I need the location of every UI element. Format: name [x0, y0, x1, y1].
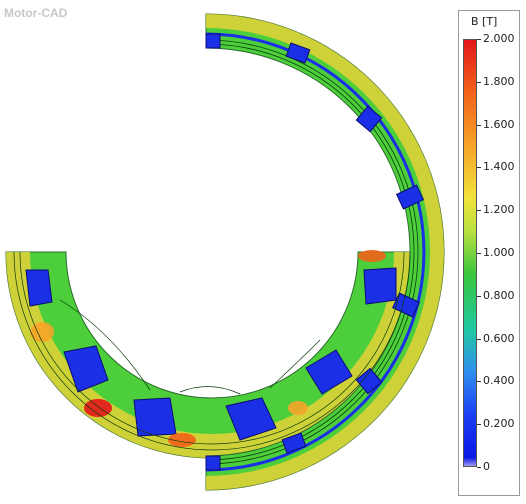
flux-line [13, 251, 411, 451]
rotor-flux-line [205, 39, 419, 465]
legend-tick [477, 381, 481, 383]
legend-tick-label: 1.800 [483, 74, 515, 88]
stator-slot [25, 269, 53, 307]
legend-tick-label: 0.400 [483, 374, 515, 388]
legend-tick [477, 424, 481, 426]
legend-tick-label: 1.200 [483, 203, 515, 217]
colorbar-legend: B [T] 2.000 1.800 1.600 1.400 1.200 1.000 0.80… [458, 10, 520, 496]
flux-line [19, 251, 405, 445]
magnet [205, 33, 221, 49]
hotspot [288, 401, 308, 415]
legend-tick-label: 0.800 [483, 288, 515, 302]
legend-tick [477, 39, 481, 40]
stator-slot [363, 267, 397, 305]
legend-tick-label: 0 [483, 460, 490, 473]
legend-tick [477, 295, 481, 297]
legend-title: B [T] [471, 15, 498, 28]
colorbar-gradient [463, 39, 477, 467]
legend-tick-label: 1.000 [483, 246, 515, 259]
legend-tick [477, 210, 481, 212]
magnet [355, 367, 383, 395]
hotspot [84, 399, 112, 417]
legend-tick [477, 124, 481, 126]
flux-density-plot[interactable] [0, 0, 456, 504]
magnet [205, 455, 221, 471]
hotspot [168, 433, 196, 447]
legend-tick [477, 81, 481, 83]
rotor-flux-line [205, 43, 415, 461]
legend-tick [477, 167, 481, 169]
hotspot [358, 250, 386, 262]
app-watermark: Motor-CAD [4, 6, 68, 20]
rotor-magnets [205, 33, 425, 471]
legend-tick [477, 338, 481, 340]
legend-tick-label: 2.000 [483, 32, 515, 45]
stator-flux-lines [13, 251, 411, 451]
magnet [395, 184, 425, 210]
magnet [285, 42, 311, 64]
legend-tick-label: 0.600 [483, 331, 515, 345]
flux-line [269, 339, 321, 389]
stator-slot [225, 397, 277, 441]
rotor-airgap-edge [205, 32, 426, 472]
flux-line [179, 386, 241, 395]
stator-slot [305, 349, 353, 395]
stator-hotspots [30, 250, 386, 447]
legend-tick-label: 0.200 [483, 417, 515, 431]
stator-slot [63, 345, 109, 393]
legend-tick [477, 467, 481, 468]
legend-tick [477, 253, 481, 254]
magnet [391, 292, 421, 318]
magnet [355, 105, 383, 133]
magnet [281, 432, 307, 454]
flux-line [59, 299, 151, 391]
hotspot [30, 322, 54, 342]
legend-tick-label: 1.600 [483, 117, 515, 131]
legend-tick-label: 1.400 [483, 160, 515, 174]
stator-slots [25, 267, 397, 441]
